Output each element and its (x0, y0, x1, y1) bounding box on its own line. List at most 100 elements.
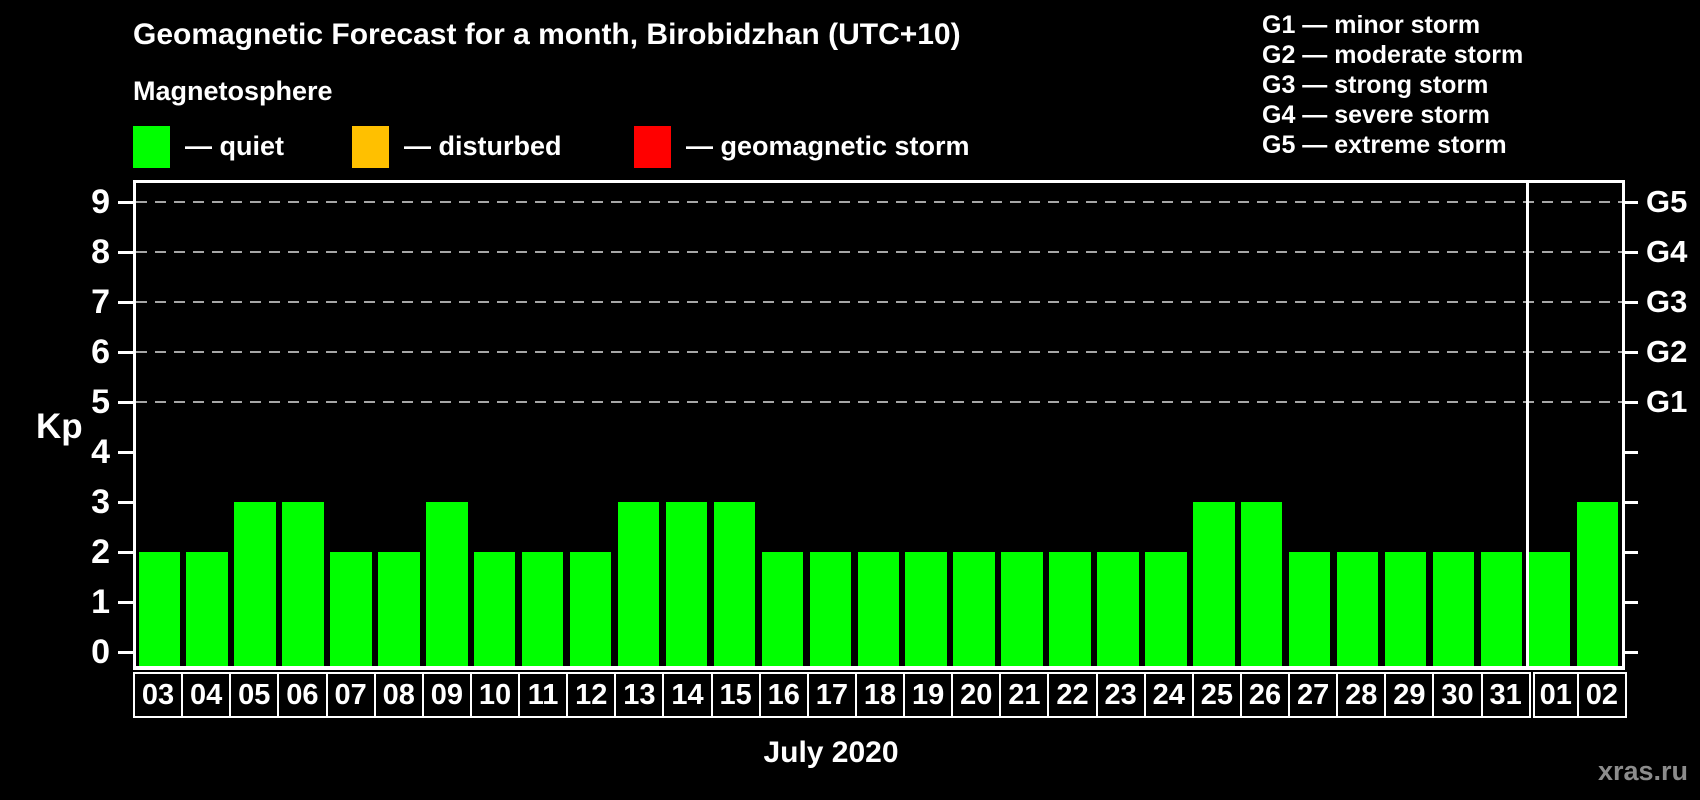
kp-bar-07 (330, 552, 372, 666)
x-tick-cell-08: 08 (373, 672, 424, 718)
y-tick-right (1622, 550, 1638, 554)
g-scale-item: G1 — minor storm (1262, 11, 1481, 39)
kp-bar-24 (1145, 552, 1187, 666)
x-tick-cell-11: 11 (518, 672, 569, 718)
y-tick-label: 7 (91, 283, 110, 321)
legend-swatch-storm (634, 126, 671, 168)
x-tick-cell-09: 09 (421, 672, 472, 718)
x-tick-cell-15: 15 (710, 672, 761, 718)
gridline-kp7 (136, 301, 1622, 303)
y-tick-right (1622, 350, 1638, 354)
gridline-kp8 (136, 251, 1622, 253)
kp-bar-09 (426, 502, 468, 666)
y-tick-right (1622, 650, 1638, 654)
kp-bar-12 (569, 552, 612, 666)
x-tick-cell-31: 31 (1480, 672, 1531, 718)
x-tick-cell-14: 14 (662, 672, 713, 718)
x-tick-cell-22: 22 (1047, 672, 1098, 718)
y-tick-left (118, 450, 133, 454)
kp-bar-28 (1336, 552, 1379, 666)
plot-inner (136, 183, 1622, 666)
x-tick-cell-10: 10 (469, 672, 521, 718)
gridline-kp5 (136, 401, 1622, 403)
kp-bar-29 (1384, 552, 1427, 666)
kp-bar-30 (1432, 552, 1475, 666)
x-tick-cell-01: 01 (1532, 672, 1579, 718)
g-level-label: G2 (1646, 334, 1688, 369)
kp-bar-10 (474, 552, 516, 666)
kp-bar-26 (1241, 502, 1283, 666)
x-tick-cell-05: 05 (229, 672, 280, 718)
y-tick-left (118, 300, 133, 304)
x-tick-cell-25: 25 (1191, 672, 1242, 718)
y-tick-right (1622, 600, 1638, 604)
y-tick-label: 5 (91, 383, 110, 421)
x-tick-cell-21: 21 (999, 672, 1050, 718)
kp-bar-23 (1097, 552, 1139, 666)
x-tick-cell-07: 07 (325, 672, 376, 718)
g-scale-legend: G1 — minor storm G2 — moderate storm G3 — … (1262, 10, 1523, 160)
legend-swatch-disturbed (352, 126, 389, 168)
y-tick-label: 6 (91, 333, 110, 371)
kp-bar-08 (378, 552, 420, 666)
legend-label-quiet: — quiet (185, 131, 284, 161)
x-tick-cell-13: 13 (614, 672, 665, 718)
kp-bar-16 (761, 552, 804, 666)
kp-bar-06 (282, 502, 324, 666)
x-tick-cell-30: 30 (1432, 672, 1483, 718)
magnetosphere-label: Magnetosphere (133, 76, 333, 106)
x-tick-cell-29: 29 (1384, 672, 1435, 718)
gridline-kp9 (136, 201, 1622, 203)
y-tick-label: 3 (91, 483, 110, 521)
kp-bar-27 (1288, 552, 1331, 666)
y-tick-label: 0 (91, 633, 110, 671)
y-tick-label: 4 (91, 433, 110, 471)
kp-bar-05 (234, 502, 276, 666)
g-level-label: G1 (1646, 384, 1688, 419)
x-tick-cell-16: 16 (758, 672, 809, 718)
y-tick-left (118, 400, 133, 404)
x-tick-cell-02: 02 (1576, 672, 1627, 718)
gridline-kp6 (136, 351, 1622, 353)
color-legend: — quiet — disturbed — geomagnetic storm (133, 124, 1033, 170)
kp-bar-20 (953, 552, 995, 666)
g-scale-item: G2 — moderate storm (1262, 41, 1524, 69)
x-tick-cell-24: 24 (1143, 672, 1194, 718)
g-scale-item: G4 — severe storm (1262, 101, 1490, 129)
kp-bar-11 (521, 552, 564, 666)
legend-label-disturbed: — disturbed (404, 131, 562, 161)
x-tick-cell-19: 19 (903, 672, 954, 718)
g-level-label: G5 (1646, 184, 1688, 219)
x-tick-cell-26: 26 (1239, 672, 1291, 718)
y-tick-left (118, 550, 133, 554)
kp-bar-31 (1480, 552, 1523, 666)
x-tick-cell-06: 06 (277, 672, 328, 718)
y-axis-label: Kp (36, 407, 83, 446)
y-tick-label: 8 (91, 233, 110, 271)
g-scale-item: G3 — strong storm (1262, 71, 1489, 99)
y-tick-left (118, 600, 133, 604)
g-scale-item: G5 — extreme storm (1262, 131, 1507, 159)
y-tick-left (118, 350, 133, 354)
x-tick-cell-17: 17 (806, 672, 857, 718)
kp-bar-21 (1001, 552, 1043, 666)
y-tick-left (118, 200, 133, 204)
x-tick-cell-23: 23 (1095, 672, 1146, 718)
x-tick-cell-03: 03 (133, 672, 184, 718)
kp-bar-02 (1576, 502, 1618, 666)
x-tick-cell-27: 27 (1288, 672, 1339, 718)
kp-bar-04 (186, 552, 228, 666)
x-axis-day-row: 03 04 05 06 07 08 09 10 11 12 13 14 15 16 17 18 19 20 21 22… (133, 672, 1629, 718)
legend-label-storm: — geomagnetic storm (686, 131, 970, 161)
y-tick-right (1622, 200, 1638, 204)
y-tick-right (1622, 450, 1638, 454)
kp-bar-15 (713, 502, 756, 666)
y-tick-right (1622, 300, 1638, 304)
kp-bar-03 (138, 552, 180, 666)
y-tick-label: 2 (91, 533, 110, 571)
kp-bar-13 (617, 502, 660, 666)
x-axis-title: July 2020 (763, 736, 899, 769)
kp-bar-14 (665, 502, 708, 666)
y-tick-left (118, 650, 133, 654)
